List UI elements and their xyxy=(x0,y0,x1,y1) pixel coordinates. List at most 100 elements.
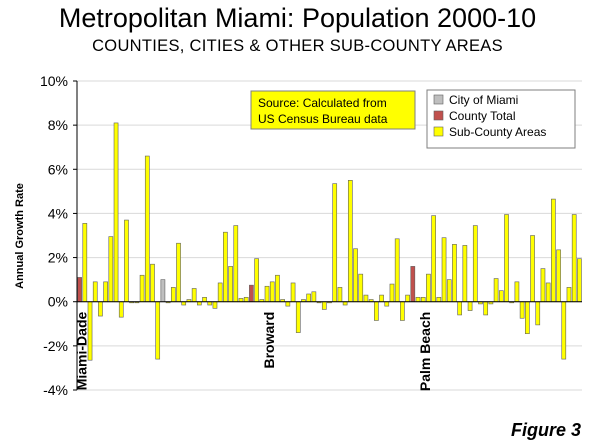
legend-swatch-county xyxy=(433,110,444,121)
y-tick-label: 8% xyxy=(48,117,68,133)
sub-county-bar xyxy=(467,301,473,311)
sub-county-bar xyxy=(353,248,358,303)
sub-county-bar xyxy=(212,301,218,309)
sub-county-bar xyxy=(566,287,572,303)
sub-county-bar xyxy=(170,287,176,303)
sub-county-bar xyxy=(233,225,239,303)
sub-county-bar xyxy=(191,288,197,303)
county-total-bar xyxy=(77,277,82,303)
sub-county-bar xyxy=(337,287,343,303)
legend-label-city: City of Miami xyxy=(449,93,518,107)
sub-county-bar xyxy=(155,301,161,360)
sub-county-bar xyxy=(103,281,108,303)
sub-county-bar xyxy=(524,301,530,335)
sub-county-bar xyxy=(243,296,249,303)
sub-county-bar xyxy=(571,214,577,303)
sub-county-bar xyxy=(311,291,317,303)
county-label: Palm Beach xyxy=(417,312,433,391)
sub-county-bar xyxy=(290,282,296,303)
legend-swatch-sub xyxy=(433,126,444,137)
sub-county-bar xyxy=(545,282,551,303)
y-tick-label: 0% xyxy=(48,294,68,310)
sub-county-bar xyxy=(462,245,468,303)
sub-county-bar xyxy=(441,237,447,303)
county-total-bar xyxy=(249,284,254,303)
sub-county-bar xyxy=(452,244,457,303)
sub-county-bar xyxy=(561,301,567,360)
sub-county-bar xyxy=(394,238,400,303)
y-tick-label: -4% xyxy=(43,382,68,398)
sub-county-bar xyxy=(113,122,119,303)
sub-county-bar xyxy=(431,215,436,303)
sub-county-bar xyxy=(269,281,275,303)
sub-county-bar xyxy=(514,281,520,303)
sub-county-bar xyxy=(176,242,181,303)
sub-county-bar xyxy=(358,273,364,303)
sub-county-bar xyxy=(202,296,207,303)
sub-county-bar xyxy=(374,301,379,321)
sub-county-bar xyxy=(530,235,535,303)
county-label: Broward xyxy=(261,312,277,369)
legend-label-county: County Total xyxy=(449,109,516,123)
sub-county-bar xyxy=(519,301,525,319)
sub-county-bar xyxy=(150,263,155,303)
sub-county-bar xyxy=(420,296,426,303)
sub-county-bar xyxy=(577,258,582,303)
city-bar xyxy=(160,279,166,303)
sub-county-bar xyxy=(217,282,223,303)
sub-county-bar xyxy=(98,301,103,317)
legend-label-sub: Sub-County Areas xyxy=(449,125,546,139)
sub-county-bar xyxy=(493,278,499,303)
sub-county-bar xyxy=(556,249,561,303)
y-tick-label: 2% xyxy=(48,250,68,266)
sub-county-bar xyxy=(483,301,489,316)
sub-county-bar xyxy=(472,225,478,303)
sub-county-bar xyxy=(436,296,442,303)
sub-county-bar xyxy=(264,285,270,303)
sub-county-bar xyxy=(540,268,546,303)
sub-county-bar xyxy=(82,223,88,303)
y-tick-label: -2% xyxy=(43,338,68,354)
sub-county-bar xyxy=(285,301,291,307)
source-line-1: Source: Calculated from xyxy=(258,96,387,110)
sub-county-bar xyxy=(504,214,509,303)
sub-county-bar xyxy=(238,298,244,303)
sub-county-bar xyxy=(535,301,541,326)
sub-county-bar xyxy=(228,266,233,303)
y-axis-label: Annual Growth Rate xyxy=(14,183,26,289)
sub-county-bar xyxy=(139,274,145,303)
sub-county-bar xyxy=(295,301,301,333)
sub-county-bar xyxy=(400,301,405,321)
y-tick-label: 6% xyxy=(48,161,68,177)
sub-county-bar xyxy=(363,294,369,303)
sub-county-bar xyxy=(426,273,431,303)
sub-county-bar xyxy=(275,274,280,303)
sub-county-bar xyxy=(321,301,327,310)
legend: City of Miami County Total Sub-County Area… xyxy=(426,89,576,149)
sub-county-bar xyxy=(92,281,98,303)
sub-county-bar xyxy=(498,290,504,303)
county-total-bar xyxy=(410,266,416,303)
legend-swatch-city xyxy=(433,94,444,105)
axes xyxy=(73,80,582,391)
sub-county-bar xyxy=(384,301,390,307)
sub-county-bar xyxy=(124,219,129,303)
source-annotation: Source: Calculated from US Census Bureau… xyxy=(250,90,416,130)
y-tick-label: 4% xyxy=(48,205,68,221)
sub-county-bar xyxy=(415,296,421,303)
y-tick-label: 10% xyxy=(40,73,68,89)
y-tick-labels: -4% -2% 0% 2% 4% 6% 8% 10% xyxy=(40,73,68,398)
source-line-2: US Census Bureau data xyxy=(258,112,388,126)
sub-county-bar xyxy=(254,258,259,303)
sub-county-bar xyxy=(144,155,150,303)
sub-county-bar xyxy=(332,183,338,303)
sub-county-bar xyxy=(405,294,410,303)
sub-county-bar xyxy=(551,198,556,303)
chart-title: Metropolitan Miami: Population 2000-10 xyxy=(58,3,537,33)
sub-county-bar xyxy=(379,294,384,303)
sub-county-bar xyxy=(108,236,114,303)
sub-county-bar xyxy=(389,283,395,303)
sub-county-bar xyxy=(347,180,353,303)
chart-subtitle: COUNTIES, CITIES & OTHER SUB-COUNTY AREA… xyxy=(92,37,503,55)
